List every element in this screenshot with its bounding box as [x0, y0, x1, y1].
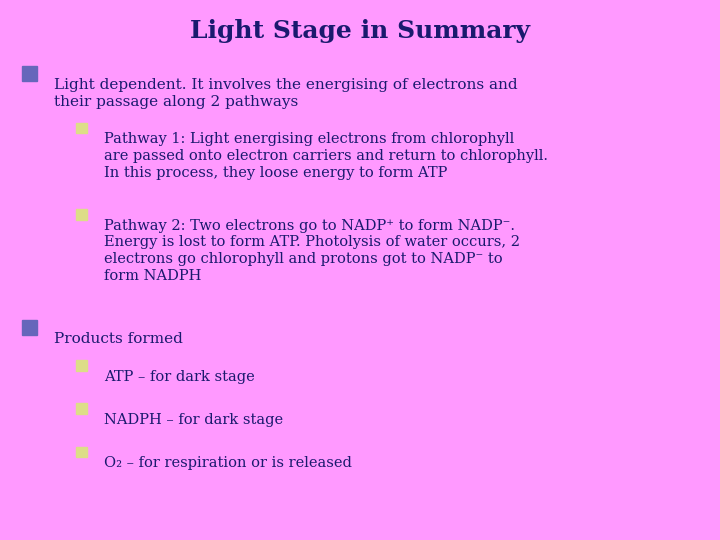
Text: Light dependent. It involves the energising of electrons and
their passage along: Light dependent. It involves the energis… [54, 78, 518, 109]
Bar [76, 123, 87, 133]
Text: Pathway 1: Light energising electrons from chlorophyll
are passed onto electron : Pathway 1: Light energising electrons fr… [104, 132, 549, 180]
Text: Pathway 2: Two electrons go to NADP⁺ to form NADP⁻.
Energy is lost to form ATP. : Pathway 2: Two electrons go to NADP⁺ to … [104, 219, 521, 283]
Bar [76, 447, 87, 457]
Text: NADPH – for dark stage: NADPH – for dark stage [104, 413, 284, 427]
Text: Light Stage in Summary: Light Stage in Summary [190, 19, 530, 43]
Bar [76, 360, 87, 371]
Bar [76, 209, 87, 220]
Bar [76, 403, 87, 414]
Bar [22, 66, 37, 81]
Text: O₂ – for respiration or is released: O₂ – for respiration or is released [104, 456, 352, 470]
Text: Products formed: Products formed [54, 332, 183, 346]
Text: ATP – for dark stage: ATP – for dark stage [104, 370, 255, 384]
Bar [22, 320, 37, 335]
